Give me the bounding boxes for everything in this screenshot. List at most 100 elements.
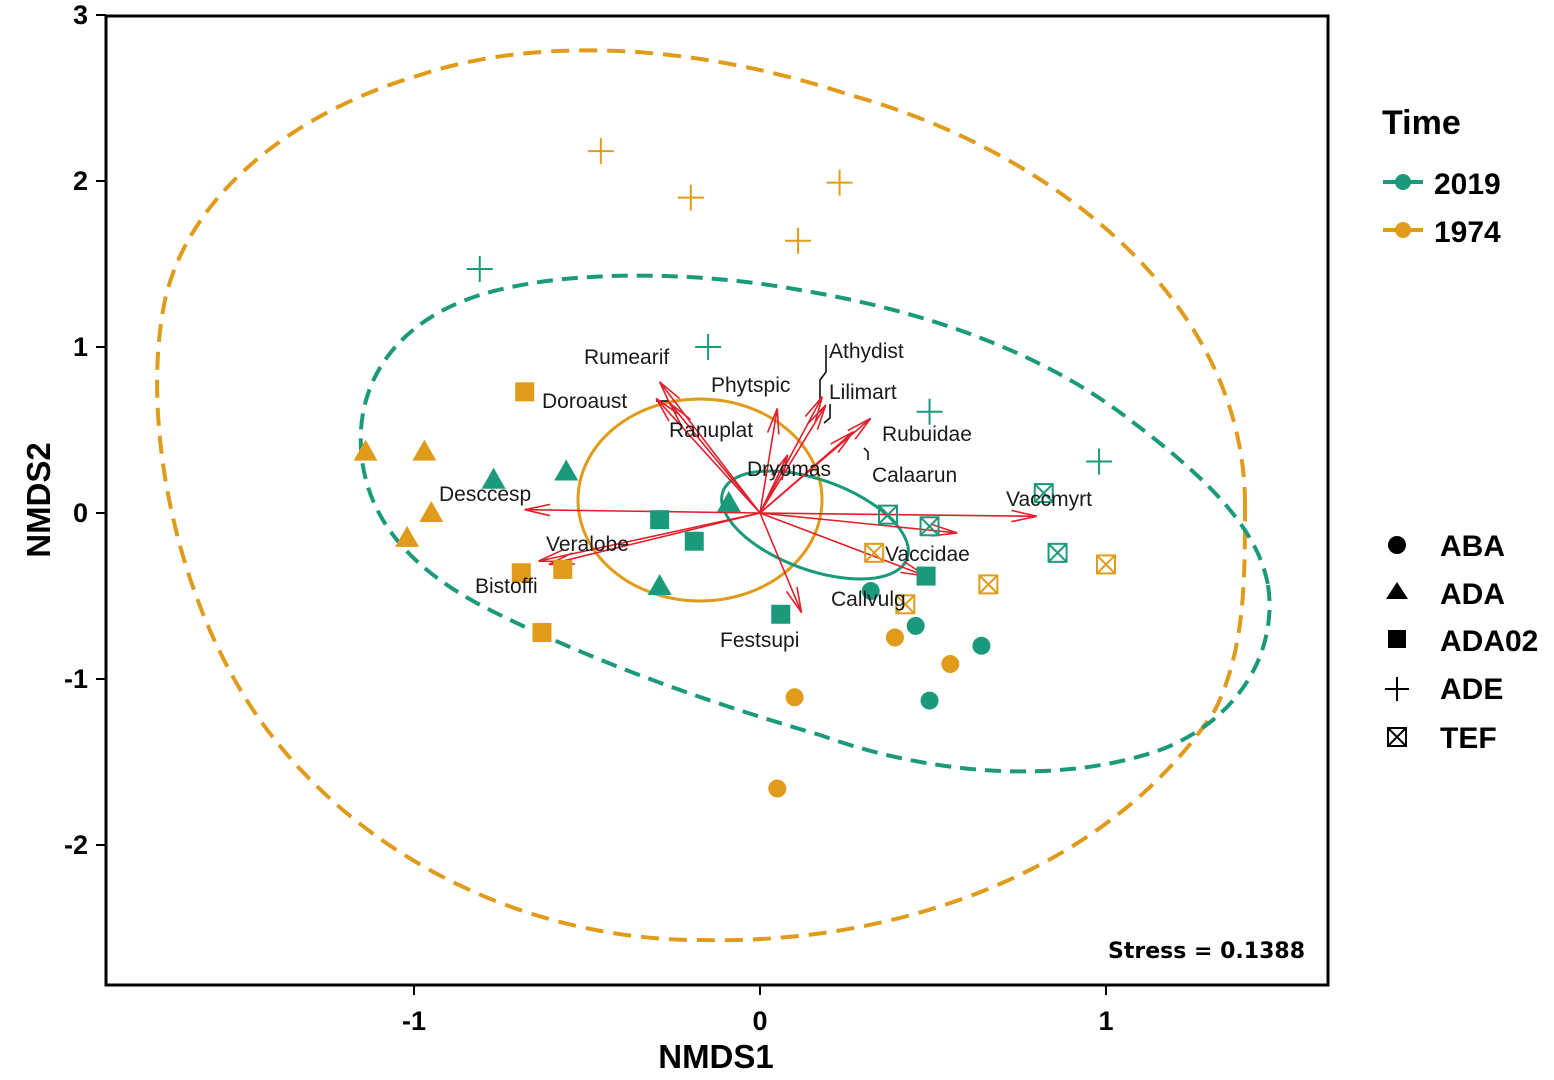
species-label-doroaust: Doroaust xyxy=(542,390,627,413)
ellipses xyxy=(155,48,1272,943)
legend-ada-shape xyxy=(1386,582,1408,599)
species-labels: Rumearif Doroaust Ranuplat Phytspic Athy… xyxy=(439,340,1092,652)
point-aba-1974 xyxy=(768,779,787,798)
data-points xyxy=(353,138,1116,798)
x-tick-label: -1 xyxy=(402,1006,426,1036)
point-tef-2019 xyxy=(1047,542,1068,563)
species-label-callvulg: Callvulg xyxy=(831,588,906,611)
point-ada-2019 xyxy=(647,574,672,596)
ellipse-2019-solid xyxy=(720,469,910,581)
y-tick-label: 0 xyxy=(73,498,88,528)
point-tef-1974 xyxy=(864,542,885,563)
species-label-rubuidae: Rubuidae xyxy=(882,423,972,446)
legend-time: Time 2019 1974 xyxy=(1382,104,1501,249)
legend-aba-label: ABA xyxy=(1440,530,1505,563)
point-aba-2019 xyxy=(920,691,939,710)
point-aba-1974 xyxy=(785,688,804,707)
legend-2019-label: 2019 xyxy=(1434,168,1501,201)
point-tef-1974 xyxy=(895,594,916,615)
x-axis-title: NMDS1 xyxy=(658,1038,774,1075)
species-label-vaccmyrt: Vaccmyrt xyxy=(1006,488,1092,511)
x-tick-label: 1 xyxy=(1098,1006,1113,1036)
species-label-phytspic: Phytspic xyxy=(711,374,790,397)
point-ade-2019 xyxy=(1086,448,1113,475)
species-vector-doroaust xyxy=(655,397,761,514)
species-label-calaarun: Calaarun xyxy=(872,464,957,487)
axis-ticks: -1 0 1 -2 -1 0 1 2 3 xyxy=(64,0,1114,1036)
y-tick-label: -1 xyxy=(64,664,88,694)
point-ada-1974 xyxy=(395,525,420,547)
legend-site: ABA ADA ADA02 ADE TEF xyxy=(1385,530,1538,755)
point-ada02-2019 xyxy=(650,510,670,530)
point-ada-2019 xyxy=(554,459,579,481)
leader-calaarun xyxy=(863,447,869,460)
point-ada-2019 xyxy=(481,467,506,489)
legend-ade-shape xyxy=(1385,677,1409,701)
point-ada02-2019 xyxy=(684,531,704,551)
point-ade-1974 xyxy=(785,227,812,254)
point-ade-1974 xyxy=(826,169,853,196)
species-label-dryomas: Dryomas xyxy=(747,458,831,481)
point-tef-1974 xyxy=(978,574,999,595)
point-aba-1974 xyxy=(885,628,904,647)
legend-2019-dot xyxy=(1395,174,1411,190)
species-vector-calaarun xyxy=(759,430,855,514)
legend-time-title: Time xyxy=(1382,104,1461,142)
legend-ada-label: ADA xyxy=(1440,578,1505,611)
species-vector-vaccmyrt xyxy=(759,509,1037,523)
point-ade-1974 xyxy=(677,184,704,211)
legend-aba-shape xyxy=(1388,536,1406,554)
ellipse-1974-solid xyxy=(576,397,824,603)
ellipse-1974-dashed xyxy=(155,48,1248,943)
legend-ade-label: ADE xyxy=(1440,673,1503,706)
species-label-ranuplat: Ranuplat xyxy=(669,419,753,442)
legend-ada02-label: ADA02 xyxy=(1440,625,1538,658)
x-tick-label: 0 xyxy=(752,1006,767,1036)
point-ada02-2019 xyxy=(916,566,936,586)
point-tef-1974 xyxy=(1096,554,1116,575)
species-vector-ranuplat xyxy=(669,402,761,514)
point-ada02-1974 xyxy=(515,382,535,402)
point-ada-1974 xyxy=(353,439,378,461)
species-label-athydist: Athydist xyxy=(829,340,904,363)
species-vector-vaccidae xyxy=(759,512,958,537)
point-ade-2019 xyxy=(916,398,943,425)
stress-annotation: Stress = 0.1388 xyxy=(1108,939,1305,964)
y-tick-label: 2 xyxy=(73,166,88,196)
species-vector-dryomas xyxy=(759,454,789,514)
point-aba-2019 xyxy=(972,636,991,655)
point-ada02-1974 xyxy=(532,623,552,643)
point-ade-2019 xyxy=(466,255,493,282)
point-ada02-1974 xyxy=(553,559,573,579)
plot-frame xyxy=(104,14,1330,987)
point-tef-2019 xyxy=(878,504,899,525)
point-ada-1974 xyxy=(412,439,437,461)
legend-1974-label: 1974 xyxy=(1434,216,1501,249)
point-ade-2019 xyxy=(695,334,722,360)
species-label-lilimart: Lilimart xyxy=(829,381,897,404)
leader-lilimart xyxy=(823,404,831,424)
legend-1974-dot xyxy=(1395,222,1411,238)
species-label-desccesp: Desccesp xyxy=(439,483,531,506)
leader-athydist xyxy=(819,345,827,402)
y-tick-label: -2 xyxy=(64,830,88,860)
species-vector-lilimart xyxy=(759,404,827,514)
species-vectors xyxy=(524,381,1037,614)
species-label-veralobe: Veralobe xyxy=(546,533,629,556)
point-aba-2019 xyxy=(861,582,880,601)
point-ade-1974 xyxy=(587,138,614,165)
point-aba-2019 xyxy=(906,616,925,635)
species-label-bistoffi: Bistoffi xyxy=(475,575,538,598)
legend-tef-shape xyxy=(1387,727,1407,747)
species-vector-festsupi xyxy=(759,512,803,614)
y-tick-label: 3 xyxy=(73,0,88,30)
point-ada-1974 xyxy=(419,501,444,522)
species-vector-phytspic xyxy=(759,408,780,514)
point-aba-1974 xyxy=(941,655,960,674)
species-vector-desccesp xyxy=(524,503,761,517)
legend-ada02-shape xyxy=(1388,630,1406,648)
point-tef-2019 xyxy=(919,516,940,537)
species-label-festsupi: Festsupi xyxy=(720,629,799,652)
y-tick-label: 1 xyxy=(73,332,88,362)
